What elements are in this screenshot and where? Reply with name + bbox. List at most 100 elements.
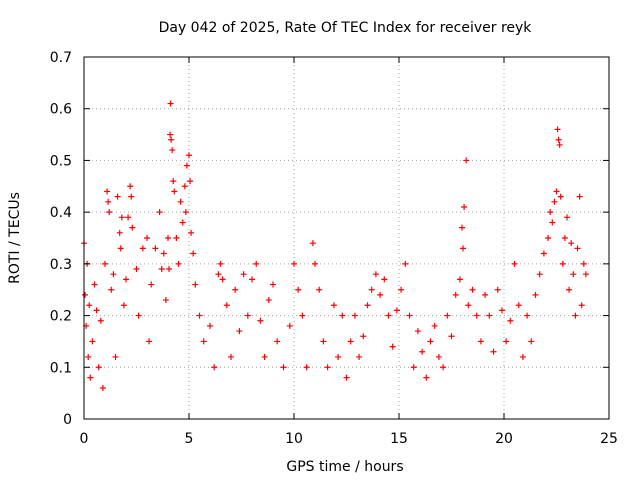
data-point [385,312,392,319]
data-point [524,312,531,319]
data-point [423,374,430,381]
data-point [91,281,98,288]
data-point [551,198,558,205]
y-tick-label: 0.7 [50,50,72,66]
data-point [160,250,167,257]
data-point [532,291,539,298]
data-point [528,338,535,345]
x-tick-label: 20 [495,431,513,447]
data-point [461,203,468,210]
grid-lines [84,57,609,419]
y-tick-label: 0 [63,412,72,428]
axis-ticks [83,56,610,420]
data-point [236,328,243,335]
data-point [347,338,354,345]
data-point [490,348,497,355]
data-point [102,260,108,267]
data-point [232,286,239,293]
data-point [129,224,136,231]
data-point [120,302,127,309]
data-point [574,245,581,252]
data-point [261,353,268,360]
data-point [215,271,222,278]
data-point [253,260,260,267]
y-tick-labels: 0 0.1 0.2 0.3 0.4 0.5 0.6 0.7 [50,50,72,428]
data-point [99,384,106,391]
data-point [456,276,463,283]
data-point [97,317,104,324]
data-point [144,235,150,241]
data-point [469,286,476,293]
y-tick-label: 0.5 [50,153,72,169]
data-point [561,235,568,241]
data-point [515,302,522,309]
data-point [116,229,123,236]
data-point [182,209,189,216]
data-point [240,271,247,278]
data-point [211,364,218,371]
data-point [186,152,192,159]
y-tick-label: 0.2 [50,309,72,325]
data-point [168,136,175,143]
data-point [312,260,318,267]
data-point [555,136,562,143]
data-point [431,322,438,329]
data-point [572,312,579,319]
data-point [190,250,197,257]
data-point [196,312,203,319]
data-point [402,260,409,267]
data-point [356,353,363,360]
data-point [270,281,276,288]
data-point [108,286,115,293]
data-point [364,302,371,309]
data-point [459,224,465,231]
data-point [360,333,367,340]
data-point [86,302,93,309]
data-point [207,322,213,329]
plot-frame [83,56,610,420]
data-point [93,307,100,314]
data-point [167,131,174,138]
data-point [82,291,89,298]
data-point [545,235,552,241]
data-point [244,312,251,319]
data-point [117,245,124,252]
data-point [170,178,177,185]
data-point [448,333,455,340]
data-point [169,147,176,154]
data-point [330,302,337,309]
data-point [554,126,561,133]
data-point [463,157,470,164]
data-point [566,286,573,293]
data-point [540,250,547,257]
data-point [444,312,451,319]
data-point [133,266,140,273]
data-point [110,271,117,278]
data-point [536,271,543,278]
data-point [291,260,297,267]
data-point [324,364,331,371]
chart-title: Day 042 of 2025, Rate Of TEC Index for r… [159,20,533,36]
data-point [398,286,405,293]
data-point [187,178,194,185]
data-point [274,338,281,345]
data-point [118,214,125,221]
data-point [498,307,505,314]
data-point [303,364,310,371]
data-point [128,193,135,200]
y-tick-label: 0.4 [50,205,72,221]
data-point [494,286,501,293]
data-point [105,198,112,205]
data-point [556,141,563,148]
data-point [473,312,480,319]
data-point [580,260,587,267]
data-point [257,317,264,324]
data-point [165,235,171,241]
data-point [559,260,566,267]
data-point [181,183,188,190]
data-point [372,271,379,278]
data-point [175,260,182,267]
data-point [316,286,323,293]
